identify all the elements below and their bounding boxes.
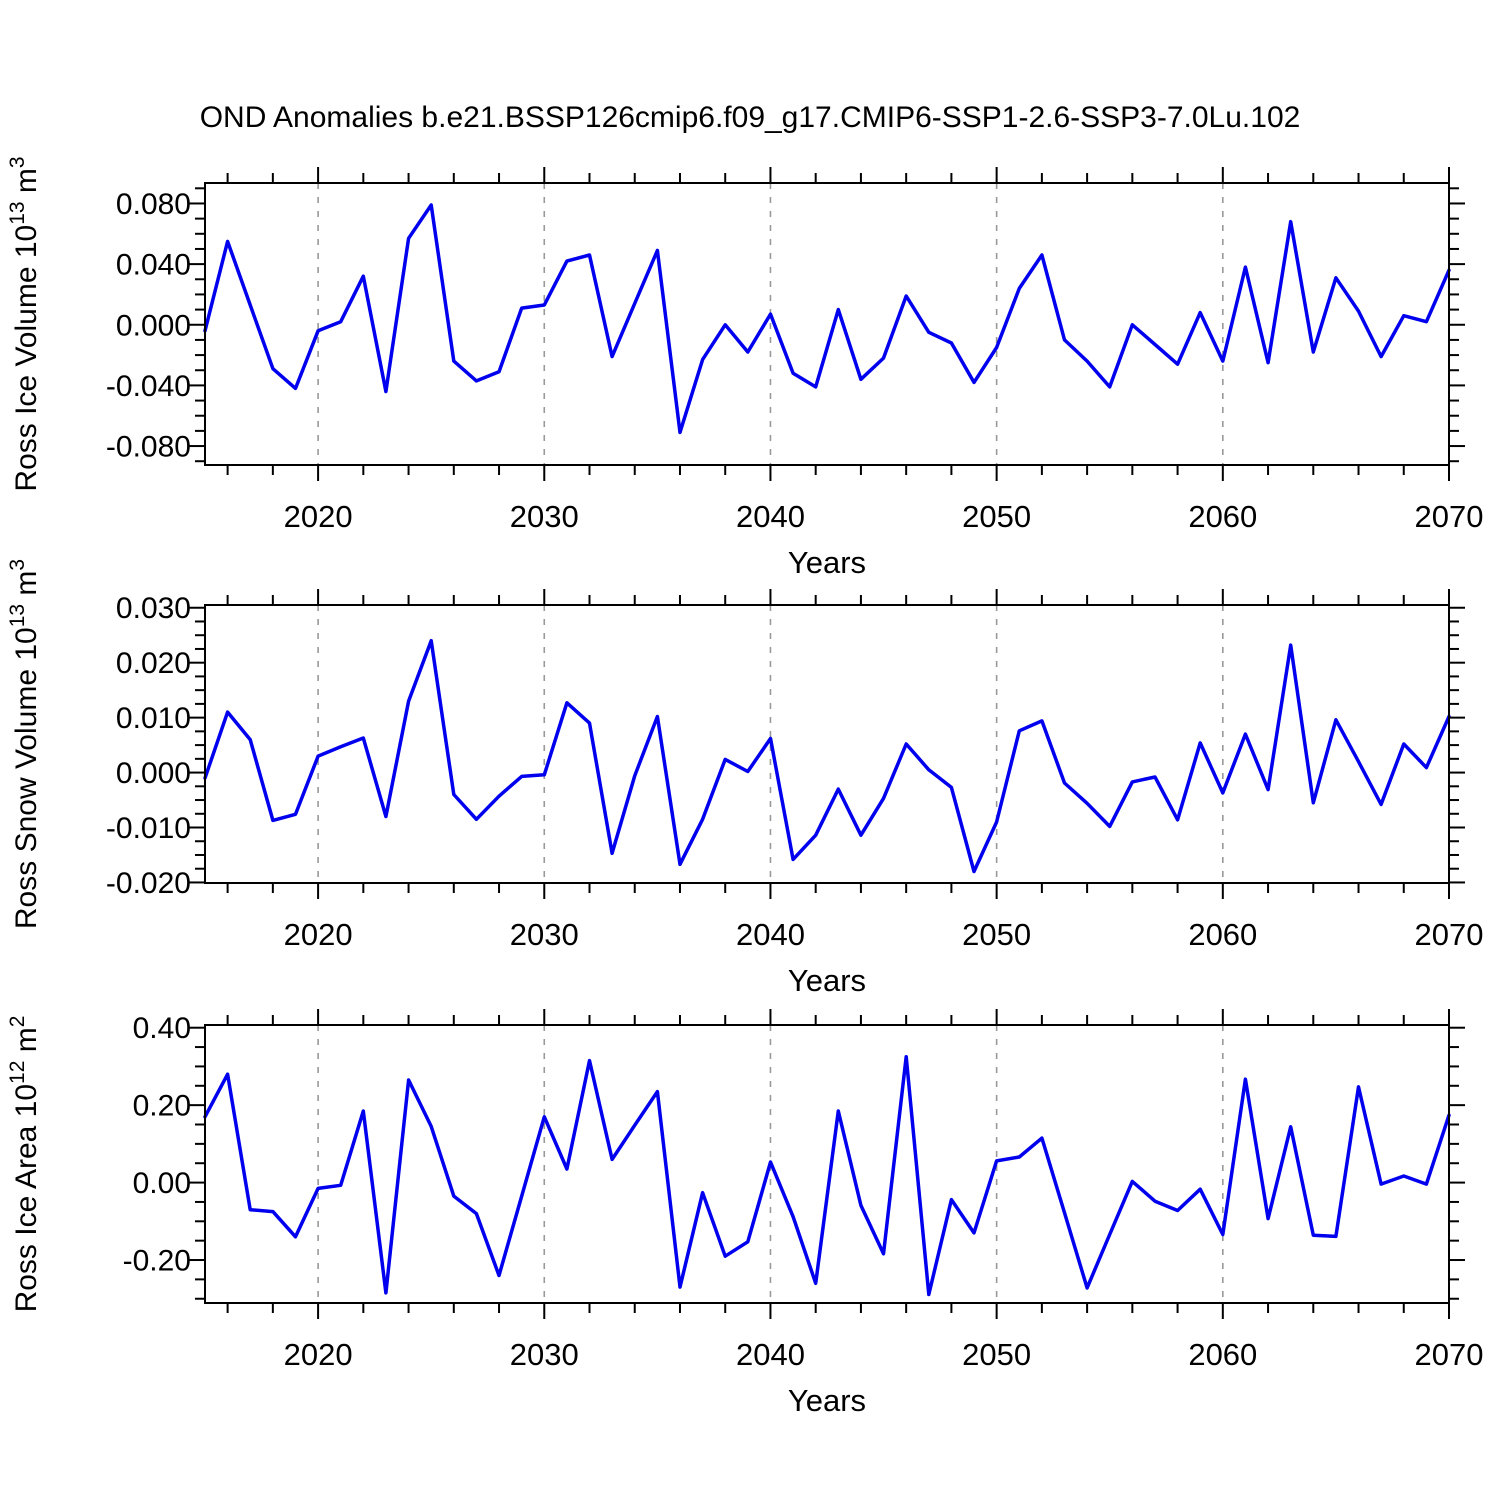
data-line (203, 638, 1451, 874)
plot-frame (204, 1024, 1450, 1304)
x-axis-title: Years (788, 1383, 866, 1418)
y-axis-title: Ross Ice Area 1012 m2 (6, 1016, 43, 1313)
x-tick-label: 2020 (284, 1337, 353, 1372)
y-tick-label: 0.080 (116, 188, 191, 221)
figure-title: OND Anomalies b.e21.BSSP126cmip6.f09_g17… (199, 101, 1301, 134)
plot-frame (204, 182, 1450, 466)
y-tick-label: -0.020 (106, 867, 191, 900)
y-tick-label: 0.40 (133, 1012, 191, 1045)
x-tick-label: 2030 (510, 917, 579, 952)
y-tick-label: 0.000 (116, 757, 191, 790)
x-tick-label: 2040 (736, 1337, 805, 1372)
y-tick-label: -0.080 (106, 431, 191, 464)
x-tick-label: 2020 (284, 499, 353, 534)
x-tick-label: 2040 (736, 499, 805, 534)
x-tick-label: 2070 (1415, 499, 1484, 534)
x-axis-title: Years (788, 963, 866, 998)
y-tick-label: 0.040 (116, 249, 191, 282)
y-tick-label: -0.040 (106, 370, 191, 403)
x-tick-label: 2040 (736, 917, 805, 952)
y-tick-label: 0.000 (116, 309, 191, 342)
x-tick-label: 2050 (962, 1337, 1031, 1372)
x-tick-label: 2030 (510, 1337, 579, 1372)
y-tick-label: 0.010 (116, 702, 191, 735)
y-axis-title: Ross Ice Volume 1013 m3 (6, 156, 43, 491)
y-tick-label: 0.20 (133, 1090, 191, 1123)
ross-ice-area: -0.20 0.00 0.20 0.40 2020 2030 2040 2050 2060 207… (6, 1009, 1483, 1418)
x-tick-label: 2060 (1188, 499, 1257, 534)
y-tick-label: 0.00 (133, 1167, 191, 1200)
x-tick-label: 2060 (1188, 917, 1257, 952)
x-tick-label: 2070 (1415, 917, 1484, 952)
x-tick-label: 2020 (284, 917, 353, 952)
x-tick-label: 2050 (962, 917, 1031, 952)
y-tick-label: -0.010 (106, 812, 191, 845)
y-axis-title: Ross Snow Volume 1013 m3 (6, 559, 43, 929)
data-line (203, 203, 1451, 435)
ross-ice-volume: -0.080 -0.040 0.000 0.040 0.080 2020 2030 2040 2… (6, 156, 1483, 580)
x-tick-label: 2030 (510, 499, 579, 534)
ross-snow-volume: -0.020 -0.010 0.000 0.010 0.020 0.030 2020 2030… (6, 559, 1483, 998)
x-tick-label: 2060 (1188, 1337, 1257, 1372)
x-axis-title: Years (788, 545, 866, 580)
data-line (203, 1054, 1451, 1297)
y-tick-label: 0.020 (116, 647, 191, 680)
x-tick-label: 2070 (1415, 1337, 1484, 1372)
plot-frame (204, 604, 1450, 884)
x-tick-label: 2050 (962, 499, 1031, 534)
y-tick-label: -0.20 (123, 1245, 191, 1278)
y-tick-label: 0.030 (116, 592, 191, 625)
